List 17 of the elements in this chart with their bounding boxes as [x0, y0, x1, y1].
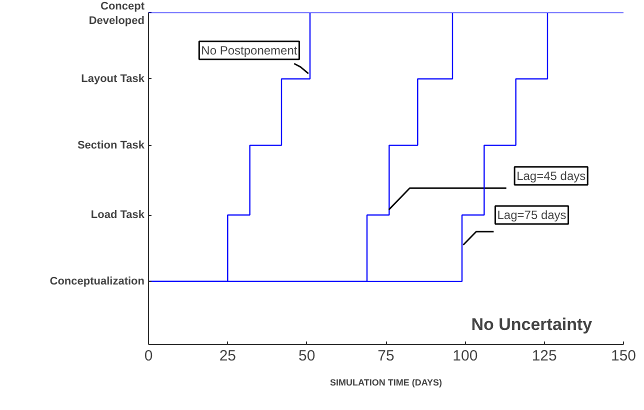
- text: Section Task: [77, 139, 146, 152]
- text: Lag=45 days: [516, 168, 586, 183]
- x-axis-title: SIMULATION TIME (DAYS): [330, 378, 442, 388]
- series-label: No Postponement: [201, 43, 298, 58]
- text: Concept Developed: [88, 0, 145, 27]
- x-tick-label: 25: [219, 348, 236, 364]
- series-label: Lag=75 days: [497, 208, 566, 222]
- x-tick-label: 75: [378, 348, 394, 364]
- x-tick-label: 0: [144, 348, 153, 364]
- text: Layout Task: [81, 72, 146, 85]
- x-tick-label: 100: [452, 348, 478, 364]
- x-tick-label: 50: [298, 348, 316, 364]
- text: Conceptualization: [50, 275, 145, 288]
- text: Load Task: [90, 209, 146, 222]
- x-tick-label: 125: [532, 348, 557, 364]
- annotation: No Uncertainty: [471, 315, 593, 334]
- x-tick-label: 150: [610, 348, 636, 364]
